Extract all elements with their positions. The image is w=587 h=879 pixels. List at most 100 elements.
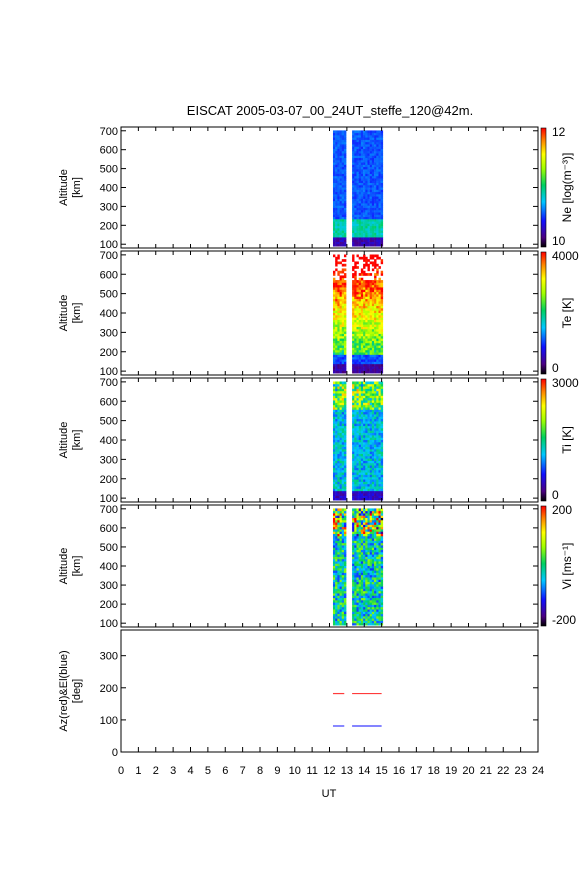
colorbar: 12 10 Ne [log(m⁻³)] — [540, 125, 574, 248]
y-tick-label: 300 — [100, 201, 118, 213]
y-axis-label: Altitude[km] — [58, 548, 83, 585]
x-axis: 0 1 2 3 4 5 6 7 8 9 10 11 12 13 14 15 16 17 18 19 20 21 22 23 24 — [118, 127, 544, 777]
y-axis: 0 100 200 300 — [100, 651, 538, 759]
y-tick-label: 400 — [100, 183, 118, 195]
y-tick-label: 200 — [100, 599, 118, 611]
panel-2: 100 200 300 400 500 600 700 Altitude[km] 4000 0 Te… — [58, 249, 579, 378]
y-tick-label: 300 — [100, 651, 118, 663]
y-tick-label: 100 — [100, 366, 118, 378]
panel-frame — [120, 126, 539, 249]
x-tick-label: 0 — [118, 765, 124, 777]
y-tick-label: 200 — [100, 683, 118, 695]
y-axis: 100 200 300 400 500 600 700 — [100, 126, 538, 251]
y-tick-label: 200 — [100, 347, 118, 359]
y-tick-label: 100 — [100, 715, 118, 727]
x-tick-label: 7 — [240, 765, 246, 777]
y-axis-label: Altitude[km] — [58, 169, 83, 206]
y-tick-label: 600 — [100, 145, 118, 157]
y-tick-label: 600 — [100, 269, 118, 281]
x-tick-label: 1 — [135, 765, 141, 777]
y-tick-label: 100 — [100, 493, 118, 505]
heatmap-cells — [332, 254, 384, 374]
y-axis-label: Altitude[km] — [58, 422, 83, 459]
colorbar-label: Te [K] — [560, 298, 574, 329]
x-tick-label: 9 — [274, 765, 280, 777]
x-axis-label: UT — [322, 788, 337, 800]
panel-frame — [120, 250, 539, 376]
y-axis-label: Az(red)&El(blue)[deg] — [58, 650, 83, 731]
x-tick-label: 17 — [410, 765, 422, 777]
y-axis: 100 200 300 400 500 600 700 — [100, 377, 538, 505]
x-tick-label: 15 — [376, 765, 388, 777]
colorbar-scale — [540, 505, 547, 627]
y-tick-label: 200 — [100, 220, 118, 232]
x-tick-label: 2 — [153, 765, 159, 777]
x-tick-label: 12 — [323, 765, 335, 777]
x-tick-label: 21 — [480, 765, 492, 777]
x-tick-label: 20 — [462, 765, 474, 777]
colorbar-max-label: 3000 — [552, 376, 579, 390]
heatmap-cells — [332, 508, 384, 626]
y-tick-label: 700 — [100, 250, 118, 262]
x-tick-label: 24 — [532, 765, 544, 777]
y-tick-label: 400 — [100, 308, 118, 320]
x-tick-label: 3 — [170, 765, 176, 777]
colorbar-max-label: 4000 — [552, 249, 579, 263]
y-tick-label: 500 — [100, 164, 118, 176]
colorbar: 200 -200 Vi [ms⁻¹] — [540, 503, 576, 627]
x-tick-label: 6 — [222, 765, 228, 777]
y-tick-label: 300 — [100, 327, 118, 339]
x-tick-label: 5 — [205, 765, 211, 777]
y-axis-label: Altitude[km] — [58, 295, 83, 332]
colorbar: 3000 0 Ti [K] — [540, 376, 579, 502]
panel-frame — [120, 629, 539, 753]
y-tick-label: 700 — [100, 504, 118, 516]
colorbar-max-label: 200 — [552, 503, 572, 517]
y-tick-label: 600 — [100, 396, 118, 408]
y-axis: 100 200 300 400 500 600 700 — [100, 504, 538, 630]
y-tick-label: 700 — [100, 126, 118, 138]
colorbar-label: Ti [K] — [560, 426, 574, 454]
panel-5: 0 100 200 300 Az(red)&El(blue)[deg] — [58, 629, 539, 759]
figure-title: EISCAT 2005-03-07_00_24UT_steffe_120@42m… — [187, 103, 473, 118]
colorbar-scale — [540, 127, 547, 248]
x-tick-label: 18 — [428, 765, 440, 777]
y-tick-label: 200 — [100, 474, 118, 486]
y-tick-label: 700 — [100, 377, 118, 389]
y-tick-label: 500 — [100, 289, 118, 301]
panel-frame — [120, 377, 539, 503]
x-tick-label: 11 — [306, 765, 317, 777]
y-tick-label: 100 — [100, 239, 118, 251]
y-axis: 100 200 300 400 500 600 700 — [100, 250, 538, 378]
panel-1: 100 200 300 400 500 600 700 Altitude[km] 12 10 Ne … — [58, 125, 574, 251]
y-tick-label: 400 — [100, 435, 118, 447]
panel-frame — [120, 504, 539, 628]
y-tick-label: 500 — [100, 416, 118, 428]
x-tick-label: 23 — [515, 765, 527, 777]
colorbar: 4000 0 Te [K] — [540, 249, 579, 375]
y-tick-label: 500 — [100, 542, 118, 554]
heatmap-cells — [332, 130, 384, 247]
heatmap-cells — [332, 381, 384, 501]
x-tick-label: 13 — [341, 765, 353, 777]
y-tick-label: 400 — [100, 561, 118, 573]
colorbar-min-label: -200 — [552, 613, 576, 627]
x-tick-label: 19 — [445, 765, 457, 777]
y-tick-label: 600 — [100, 523, 118, 535]
x-tick-label: 10 — [289, 765, 301, 777]
panel-3: 100 200 300 400 500 600 700 Altitude[km] 3000 0 Ti… — [58, 376, 579, 505]
x-tick-label: 22 — [497, 765, 509, 777]
colorbar-label: Ne [log(m⁻³)] — [560, 153, 574, 223]
colorbar-min-label: 0 — [552, 361, 559, 375]
y-tick-label: 300 — [100, 580, 118, 592]
x-tick-label: 8 — [257, 765, 263, 777]
y-tick-label: 300 — [100, 454, 118, 466]
colorbar-label: Vi [ms⁻¹] — [560, 543, 574, 590]
y-tick-label: 100 — [100, 618, 118, 630]
colorbar-min-label: 10 — [552, 234, 566, 248]
colorbar-scale — [540, 378, 547, 502]
colorbar-max-label: 12 — [552, 125, 566, 139]
colorbar-min-label: 0 — [552, 488, 559, 502]
x-tick-label: 14 — [358, 765, 370, 777]
